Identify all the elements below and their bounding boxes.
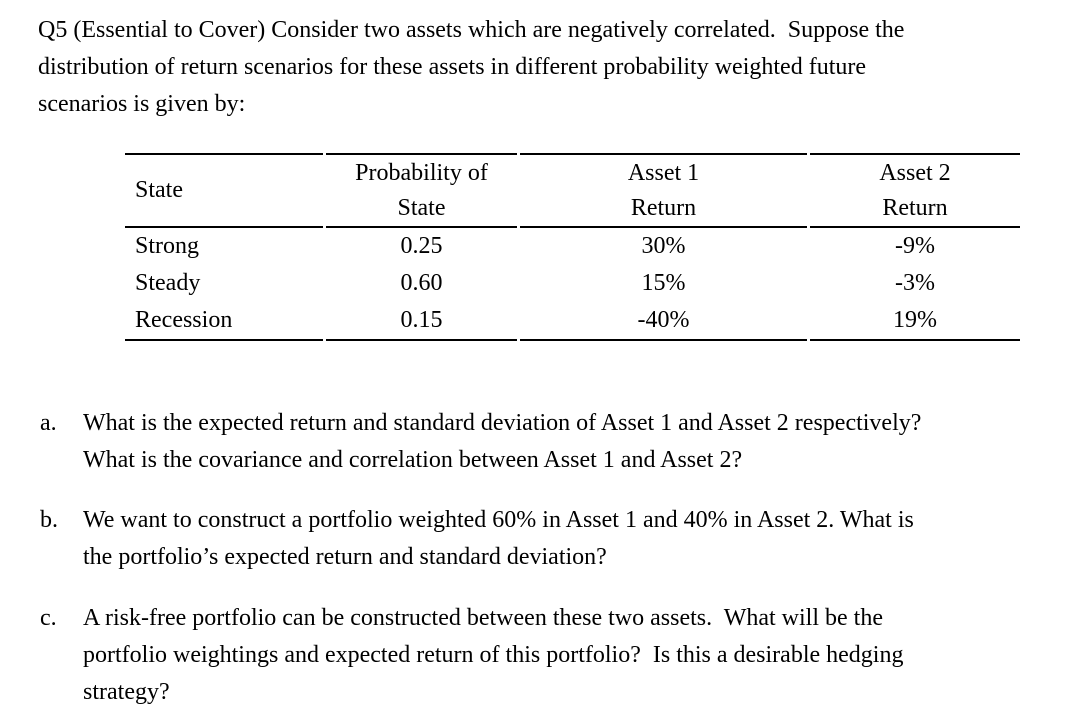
header-text: Probability of — [355, 159, 488, 186]
question-line: the portfolio’s expected return and stan… — [83, 544, 607, 570]
table-cell: 15% — [641, 270, 686, 296]
header-text: Asset 2 — [879, 159, 951, 186]
intro-line: distribution of return scenarios for the… — [38, 54, 866, 80]
question-line: strategy? — [83, 679, 170, 705]
intro-paragraph: Q5 (Essential to Cover) Consider two ass… — [38, 12, 904, 123]
table-row-recession: Recession 0.15 -40% 19% — [125, 302, 1020, 341]
table-cell: Recession — [125, 302, 323, 341]
table-header-cell-asset2-return: Asset 2 Return — [810, 153, 1020, 228]
question-item-b: b. We want to construct a portfolio weig… — [40, 502, 914, 576]
table-cell: Steady — [135, 270, 201, 296]
header-text: State — [135, 177, 183, 203]
table-header-cell-asset1-return: Asset 1 Return — [520, 153, 807, 228]
question-text: A risk-free portfolio can be constructed… — [83, 600, 903, 711]
question-line: What is the covariance and correlation b… — [83, 447, 743, 473]
table-cell: -3% — [895, 270, 935, 296]
question-line: A risk-free portfolio can be constructed… — [83, 605, 883, 631]
table-cell: 0.25 — [400, 233, 443, 259]
table-cell: -9% — [895, 233, 935, 259]
question-label: c. — [40, 605, 57, 631]
intro-line: Q5 (Essential to Cover) Consider two ass… — [38, 17, 905, 43]
header-text: State — [397, 194, 446, 221]
header-text: Return — [630, 194, 697, 221]
table-cell: Strong — [135, 233, 200, 259]
question-text: We want to construct a portfolio weighte… — [83, 502, 914, 576]
scenario-table: State Probability of State Asset 1 Retur… — [122, 153, 1023, 341]
table-header-cell-state: State — [125, 153, 323, 228]
intro-line: scenarios is given by: — [38, 91, 246, 117]
header-text: Asset 1 — [627, 159, 700, 186]
table-cell: 0.60 — [400, 270, 443, 296]
question-label: a. — [40, 410, 57, 436]
table-row-strong: Strong 0.25 30% -9% — [125, 228, 1020, 265]
question-line: We want to construct a portfolio weighte… — [83, 507, 914, 533]
question-text: What is the expected return and standard… — [83, 405, 921, 479]
question-label: b. — [40, 507, 58, 533]
table-row-steady: Steady 0.60 15% -3% — [125, 265, 1020, 302]
header-text: Return — [882, 194, 948, 221]
question-item-c: c. A risk-free portfolio can be construc… — [40, 600, 903, 711]
question-line: portfolio weightings and expected return… — [83, 642, 904, 668]
table-cell: -40% — [520, 302, 807, 341]
table-cell: 0.15 — [326, 302, 517, 341]
table-header-cell-probability: Probability of State — [326, 153, 517, 228]
table-cell: 30% — [641, 233, 686, 259]
question-item-a: a. What is the expected return and stand… — [40, 405, 921, 479]
question-line: What is the expected return and standard… — [83, 410, 922, 436]
scenario-table-header: State Probability of State Asset 1 Retur… — [125, 153, 1020, 228]
table-cell: 19% — [810, 302, 1020, 341]
